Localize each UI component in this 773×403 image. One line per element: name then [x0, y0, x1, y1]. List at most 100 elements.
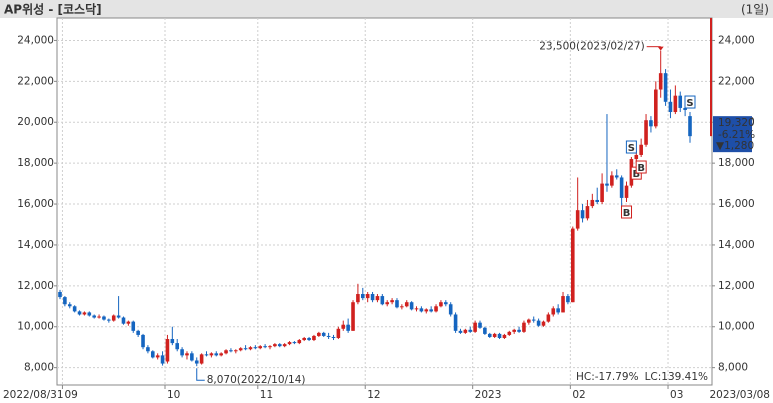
- candle-body: [546, 314, 551, 322]
- candle-body: [419, 308, 424, 312]
- y-tick-label: 12,000: [17, 280, 54, 292]
- candle-body: [336, 328, 341, 338]
- candle-body: [165, 339, 170, 362]
- candle-body: [121, 317, 126, 324]
- x-tick-label: 03: [670, 389, 683, 401]
- candle-body: [58, 291, 62, 298]
- signal-box: [684, 95, 696, 109]
- x-tick-label: 12: [367, 389, 380, 401]
- candle-body: [209, 353, 214, 356]
- candle-body: [551, 308, 556, 315]
- candle-body: [414, 308, 419, 310]
- candle-body: [107, 319, 111, 321]
- candle-body: [126, 321, 131, 324]
- candle-body: [82, 312, 87, 315]
- candle-body: [238, 348, 243, 351]
- candle-body: [429, 309, 433, 312]
- candle-body: [595, 199, 600, 202]
- candle-body: [678, 95, 683, 108]
- plot-frame: [56, 17, 713, 386]
- candle-body: [219, 353, 223, 356]
- y-tick-label: 18,000: [17, 157, 54, 169]
- x-tick-label: 2023: [475, 389, 502, 401]
- candle-body: [185, 353, 189, 356]
- annotation-arrow: [196, 368, 205, 381]
- candle-body: [570, 228, 575, 303]
- candle-body: [619, 177, 624, 198]
- candle-body: [649, 120, 653, 127]
- y2-tick-label: 14,000: [718, 239, 755, 251]
- candle-body: [360, 294, 365, 299]
- candle-body: [102, 316, 106, 320]
- candle-body: [492, 333, 497, 337]
- signal-label: S: [628, 143, 635, 154]
- candle-body: [536, 320, 541, 326]
- candle-body: [444, 302, 448, 305]
- y-tick-label: 14,000: [17, 239, 54, 251]
- candle-body: [541, 321, 546, 326]
- candle-body: [365, 294, 370, 299]
- candle-body: [116, 315, 121, 318]
- candle-body: [424, 309, 429, 312]
- candle-body: [658, 73, 663, 90]
- x-tick-label: 02: [572, 389, 585, 401]
- y-tick-label: 10,000: [17, 321, 54, 333]
- candle-body: [624, 185, 629, 198]
- candle-body: [605, 183, 609, 186]
- x-start-label: 2022/08/31: [3, 389, 64, 401]
- candle-body: [263, 346, 267, 348]
- candle-body: [194, 360, 199, 364]
- candle-body: [439, 302, 443, 307]
- header-bar: [0, 0, 773, 18]
- candle-body: [561, 296, 565, 313]
- candle-body: [634, 154, 639, 160]
- current-change-pct: -6.21%: [718, 129, 755, 141]
- candle-body: [390, 300, 394, 303]
- y2-tick-label: 18,000: [718, 157, 755, 169]
- y-tick-label: 16,000: [17, 198, 54, 210]
- y2-tick-label: 24,000: [718, 34, 755, 46]
- candle-body: [400, 306, 404, 308]
- current-price-box: [713, 116, 752, 153]
- y-tick-label: 24,000: [17, 34, 54, 46]
- candle-body: [507, 331, 512, 335]
- candle-body: [458, 330, 463, 333]
- candle-body: [312, 335, 316, 341]
- candle-body: [468, 329, 473, 332]
- candle-body: [663, 73, 668, 102]
- y2-tick-label: 8,000: [718, 362, 748, 374]
- candle-body: [497, 333, 502, 338]
- candle-body: [297, 340, 302, 344]
- signal-label: B: [623, 208, 631, 219]
- candle-body: [243, 348, 248, 350]
- chart-title: AP위성 - [코스닥]: [4, 2, 102, 17]
- signal-box: [621, 205, 633, 219]
- candle-body: [326, 335, 331, 337]
- y2-tick-label: 10,000: [718, 321, 755, 333]
- y2-tick-label: 22,000: [718, 75, 755, 87]
- y-tick-label: 8,000: [24, 362, 54, 374]
- candle-body: [610, 175, 614, 186]
- candle-body: [67, 304, 72, 307]
- candle-body: [248, 347, 253, 350]
- candle-body: [160, 355, 165, 364]
- x-tick-label: 11: [260, 389, 273, 401]
- candle-body: [331, 336, 336, 338]
- hc-label: HC:-17.79%: [576, 371, 639, 383]
- lc-label: LC:139.41%: [645, 371, 708, 383]
- candle-body: [580, 210, 585, 219]
- candle-body: [531, 319, 536, 321]
- candle-body: [77, 311, 82, 315]
- candle-body: [224, 350, 228, 354]
- candle-body: [72, 306, 77, 312]
- candle-body: [150, 351, 155, 358]
- candle-body: [614, 175, 619, 178]
- candle-body: [375, 296, 380, 301]
- candle-body: [273, 344, 277, 347]
- candle-body: [282, 344, 287, 347]
- candle-body: [639, 144, 643, 155]
- candle-body: [512, 329, 516, 332]
- candle-body: [522, 322, 526, 332]
- signal-label: B: [637, 163, 645, 174]
